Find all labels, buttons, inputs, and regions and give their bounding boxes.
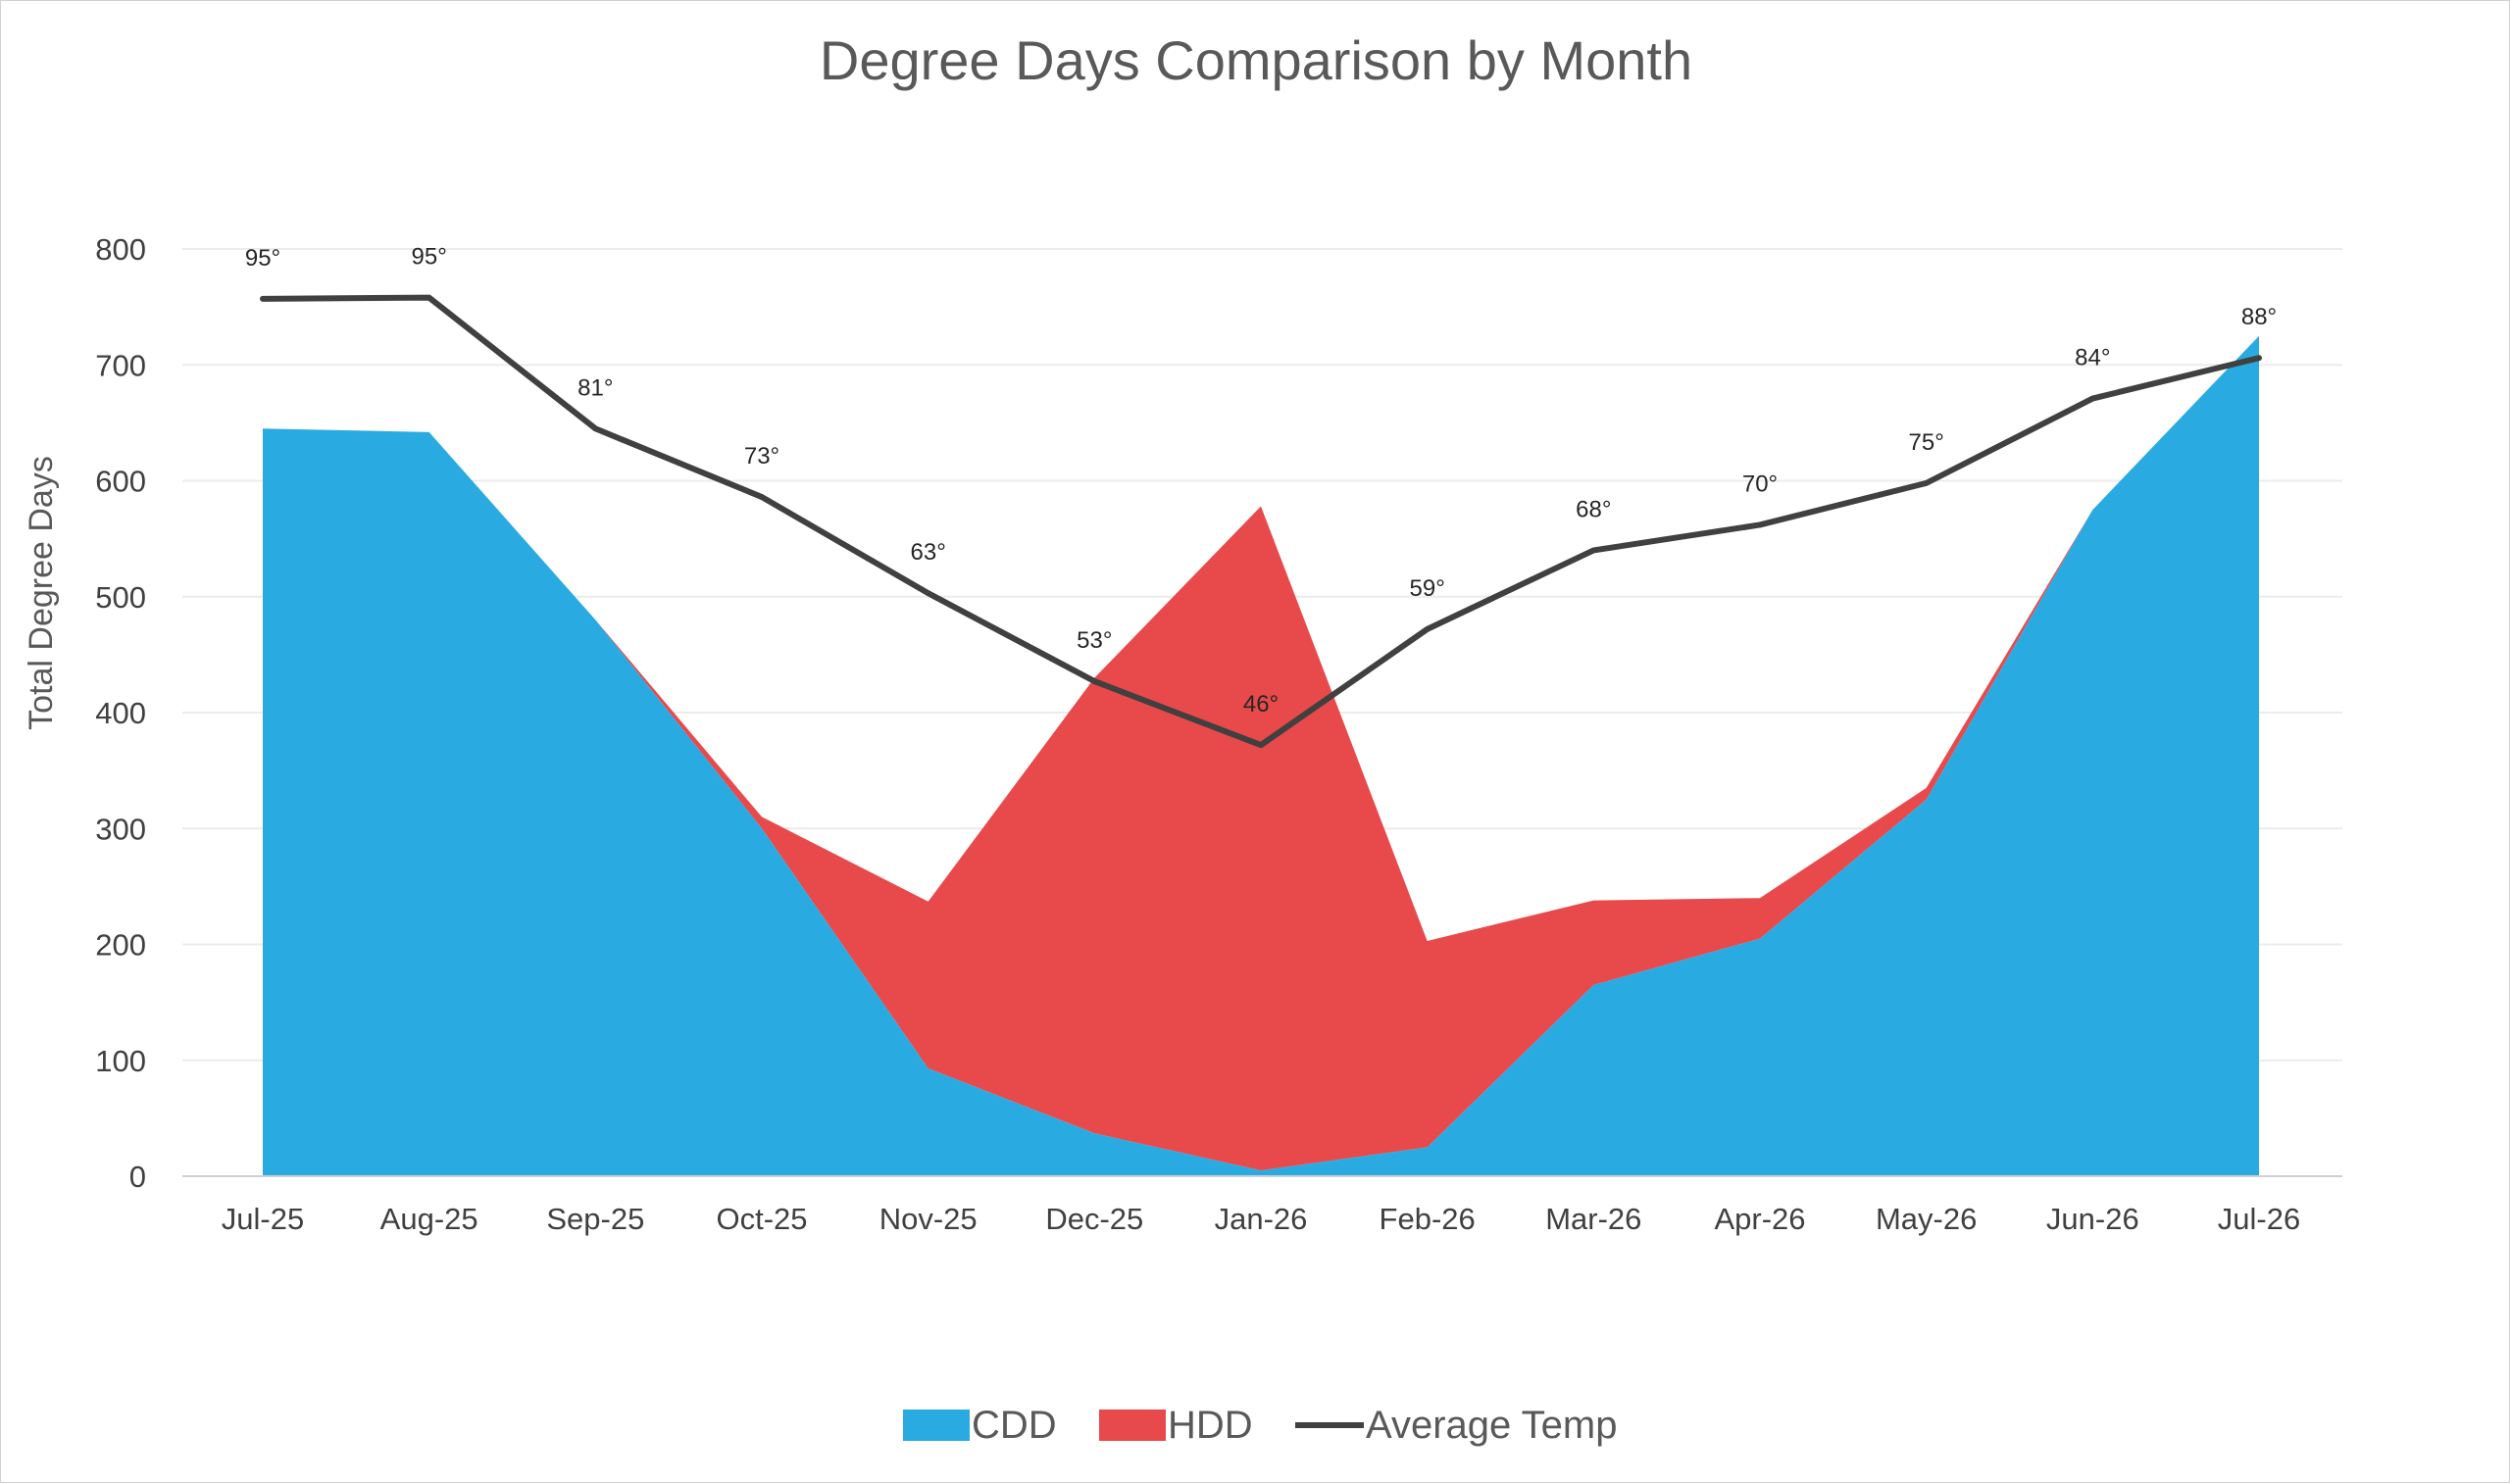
average-temp-data-label: 81°	[577, 374, 613, 401]
legend: CDD HDD Average Temp	[903, 1404, 1617, 1447]
average-temp-data-label: 75°	[1909, 429, 1944, 456]
average-temp-data-label: 68°	[1576, 496, 1611, 522]
y-tick-label: 100	[95, 1044, 146, 1078]
legend-item-average-temp: Average Temp	[1295, 1404, 1617, 1447]
y-tick-label: 0	[129, 1160, 146, 1194]
average-temp-data-label: 46°	[1243, 691, 1279, 717]
average-temp-data-label: 59°	[1410, 575, 1445, 602]
legend-label-average-temp: Average Temp	[1366, 1404, 1617, 1447]
legend-label-cdd: CDD	[972, 1404, 1057, 1447]
legend-label-hdd: HDD	[1168, 1404, 1253, 1447]
y-axis-label: Total Degree Days	[23, 456, 60, 730]
average-temp-data-label: 70°	[1742, 470, 1778, 497]
average-temp-data-label: 95°	[412, 244, 447, 271]
y-tick-label: 700	[95, 348, 146, 382]
x-tick-label: Aug-25	[380, 1202, 478, 1236]
x-tick-label: Jul-26	[2218, 1202, 2300, 1236]
legend-swatch-hdd	[1099, 1410, 1166, 1441]
average-temp-data-label: 95°	[245, 245, 280, 272]
average-temp-data-label: 53°	[1077, 627, 1112, 654]
y-tick-label: 200	[95, 928, 146, 963]
x-tick-label: May-26	[1876, 1202, 1977, 1236]
area-series	[263, 336, 2259, 1176]
average-temp-data-label: 73°	[744, 443, 779, 470]
x-tick-label: Nov-25	[879, 1202, 978, 1236]
average-temp-data-label: 84°	[2075, 345, 2110, 371]
x-tick-label: Jun-26	[2046, 1202, 2139, 1236]
legend-item-cdd: CDD	[903, 1404, 1057, 1447]
y-tick-label: 600	[95, 465, 146, 499]
x-tick-label: Jul-25	[222, 1202, 304, 1236]
y-tick-label: 400	[95, 696, 146, 730]
y-tick-label: 300	[95, 812, 146, 846]
y-tick-label: 800	[95, 232, 146, 267]
x-tick-label: Dec-25	[1045, 1202, 1143, 1236]
x-tick-label: Sep-25	[546, 1202, 644, 1236]
x-tick-label: Jan-26	[1215, 1202, 1308, 1236]
x-tick-label: Oct-25	[716, 1202, 807, 1236]
average-temp-data-label: 63°	[911, 539, 946, 566]
average-temp-data-label: 88°	[2241, 304, 2277, 330]
legend-swatch-cdd	[903, 1410, 970, 1441]
x-tick-label: Mar-26	[1545, 1202, 1641, 1236]
y-tick-label: 500	[95, 580, 146, 615]
x-tick-label: Apr-26	[1714, 1202, 1805, 1236]
x-tick-label: Feb-26	[1380, 1202, 1476, 1236]
chart-title: Degree Days Comparison by Month	[820, 29, 1692, 91]
legend-item-hdd: HDD	[1099, 1404, 1253, 1447]
